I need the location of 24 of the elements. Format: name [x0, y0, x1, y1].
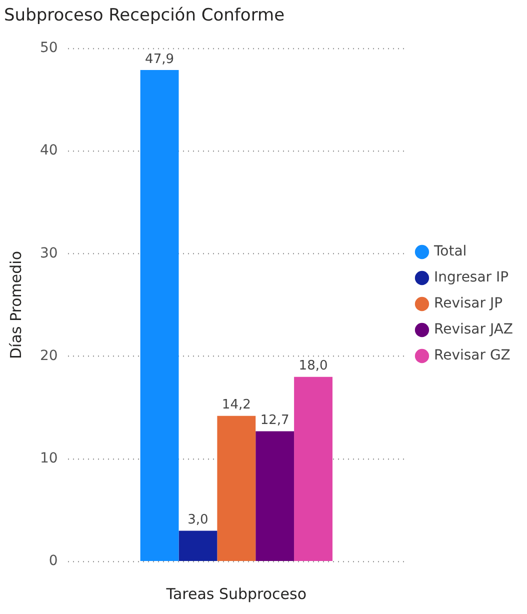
data-label: 47,9 — [145, 52, 174, 67]
bar — [178, 530, 218, 561]
legend-label: Ingresar IP — [434, 270, 509, 286]
bar — [217, 416, 256, 561]
bar — [256, 431, 294, 561]
legend-label: Total — [432, 244, 467, 260]
y-axis-title: Días Promedio — [6, 251, 25, 359]
y-tick-label: 0 — [48, 553, 58, 570]
data-label: 12,7 — [260, 413, 290, 428]
bar — [140, 70, 179, 561]
legend-label: Revisar GZ — [434, 348, 510, 364]
chart-title: Subproceso Recepción Conforme — [4, 6, 285, 26]
y-tick-label: 30 — [40, 245, 58, 262]
y-tick-label: 40 — [40, 142, 58, 159]
legend-label: Revisar JAZ — [434, 322, 514, 338]
y-tick-label: 10 — [40, 450, 58, 467]
y-tick-label: 50 — [40, 40, 58, 56]
bar — [294, 376, 332, 561]
x-axis-title: Tareas Subproceso — [165, 584, 307, 603]
data-label: 14,2 — [222, 398, 251, 413]
legend-label: Revisar JP — [434, 296, 503, 312]
y-tick-label: 20 — [40, 348, 58, 364]
data-label: 18,0 — [298, 358, 328, 374]
data-label: 3,0 — [188, 512, 208, 528]
